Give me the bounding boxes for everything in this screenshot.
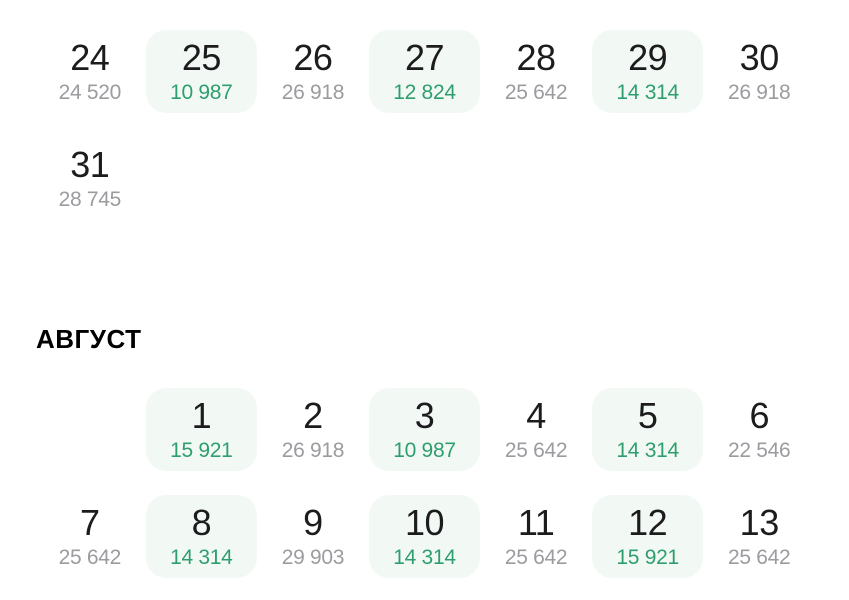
- calendar-day-26[interactable]: 26 26 918: [257, 30, 369, 113]
- august-grid: 1 15 921 2 26 918 3 10 987 4 25 642 5 14 314 6 22 5…: [34, 388, 815, 578]
- day-price: 22 546: [727, 439, 791, 462]
- month-header: АВГУСТ: [36, 324, 142, 354]
- calendar-day-4[interactable]: 4 25 642: [480, 388, 592, 471]
- calendar-day-27[interactable]: 27 12 824: [368, 30, 481, 113]
- calendar-empty-cell: [480, 137, 592, 220]
- day-number: 30: [739, 37, 780, 78]
- calendar-day-31[interactable]: 31 28 745: [34, 137, 146, 220]
- day-number: 10: [404, 502, 445, 543]
- day-number: 3: [414, 395, 435, 436]
- day-price: 24 520: [58, 81, 122, 104]
- month-august: АВГУСТ 1 15 921 2 26 918 3 10 987 4 25 642 5 14 3…: [34, 324, 815, 578]
- calendar-day-7[interactable]: 7 25 642: [34, 495, 146, 578]
- day-number: 29: [628, 37, 668, 78]
- day-price: 10 987: [170, 81, 233, 104]
- calendar-day-29[interactable]: 29 14 314: [591, 30, 704, 113]
- calendar-day-3[interactable]: 3 10 987: [368, 388, 481, 471]
- calendar-day-2[interactable]: 2 26 918: [257, 388, 369, 471]
- calendar-empty-cell: [369, 137, 481, 220]
- calendar-day-1[interactable]: 1 15 921: [145, 388, 258, 471]
- calendar-day-13[interactable]: 13 25 642: [703, 495, 815, 578]
- day-number: 2: [303, 395, 323, 436]
- day-price: 14 314: [616, 439, 679, 462]
- day-number: 6: [749, 395, 769, 436]
- day-price: 25 642: [504, 81, 568, 104]
- day-price: 25 642: [58, 546, 122, 569]
- day-number: 31: [70, 144, 110, 185]
- day-number: 27: [404, 37, 445, 78]
- day-number: 13: [739, 502, 780, 543]
- day-number: 4: [526, 395, 546, 436]
- day-price: 14 314: [170, 546, 233, 569]
- calendar-empty-cell: [146, 137, 258, 220]
- calendar-empty-cell: [592, 137, 704, 220]
- day-number: 25: [181, 37, 222, 78]
- month-july: 24 24 520 25 10 987 26 26 918 27 12 824 28 25 642…: [34, 30, 815, 220]
- day-number: 26: [293, 37, 333, 78]
- day-price: 26 918: [281, 439, 345, 462]
- calendar-day-5[interactable]: 5 14 314: [591, 388, 704, 471]
- price-calendar: 24 24 520 25 10 987 26 26 918 27 12 824 28 25 642…: [34, 30, 815, 578]
- calendar-empty-cell: [34, 388, 146, 471]
- day-price: 15 921: [616, 546, 679, 569]
- day-number: 9: [303, 502, 323, 543]
- calendar-day-8[interactable]: 8 14 314: [145, 495, 258, 578]
- calendar-day-30[interactable]: 30 26 918: [703, 30, 815, 113]
- calendar-day-11[interactable]: 11 25 642: [480, 495, 592, 578]
- calendar-day-28[interactable]: 28 25 642: [480, 30, 592, 113]
- day-price: 25 642: [504, 439, 568, 462]
- day-number: 28: [516, 37, 557, 78]
- calendar-day-25[interactable]: 25 10 987: [145, 30, 258, 113]
- day-price: 28 745: [58, 188, 122, 211]
- day-price: 26 918: [727, 81, 791, 104]
- day-price: 15 921: [170, 439, 233, 462]
- calendar-day-6[interactable]: 6 22 546: [703, 388, 815, 471]
- calendar-day-12[interactable]: 12 15 921: [591, 495, 704, 578]
- july-grid: 24 24 520 25 10 987 26 26 918 27 12 824 28 25 642…: [34, 30, 815, 220]
- calendar-empty-cell: [703, 137, 815, 220]
- day-number: 5: [637, 395, 658, 436]
- day-price: 14 314: [393, 546, 456, 569]
- calendar-day-10[interactable]: 10 14 314: [368, 495, 481, 578]
- day-price: 12 824: [393, 81, 456, 104]
- calendar-day-24[interactable]: 24 24 520: [34, 30, 146, 113]
- day-number: 24: [70, 37, 110, 78]
- day-number: 8: [191, 502, 212, 543]
- day-number: 7: [80, 502, 100, 543]
- day-price: 29 903: [281, 546, 345, 569]
- day-price: 10 987: [393, 439, 456, 462]
- day-number: 12: [628, 502, 668, 543]
- calendar-day-9[interactable]: 9 29 903: [257, 495, 369, 578]
- day-price: 26 918: [281, 81, 345, 104]
- day-number: 1: [191, 395, 212, 436]
- day-number: 11: [517, 502, 555, 543]
- calendar-empty-cell: [257, 137, 369, 220]
- day-price: 25 642: [727, 546, 791, 569]
- day-price: 25 642: [504, 546, 568, 569]
- day-price: 14 314: [616, 81, 679, 104]
